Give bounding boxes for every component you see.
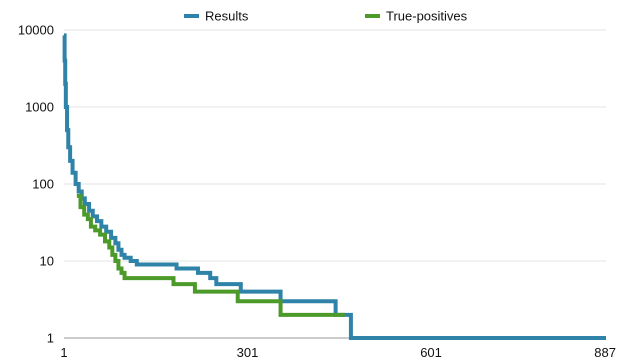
gridlines	[64, 29, 606, 339]
x-tick-label: 1	[60, 345, 67, 359]
series-line-true-positives	[76, 193, 345, 317]
x-tick-label: 887	[594, 345, 616, 359]
x-tick-label: 301	[237, 345, 259, 359]
y-tick-label: 10000	[18, 23, 54, 38]
series-lines	[62, 33, 606, 340]
legend: Results True-positives	[184, 9, 468, 24]
legend-label: Results	[205, 9, 249, 24]
y-tick-label: 1	[47, 331, 54, 346]
x-tick-label: 601	[420, 345, 442, 359]
y-tick-label: 1000	[25, 100, 54, 115]
axis-tick-labels: 1 10 100 1000 10000 1 301 601 887	[18, 23, 616, 359]
series-line-results	[62, 33, 606, 340]
y-tick-label: 100	[32, 177, 54, 192]
y-tick-label: 10	[40, 254, 54, 269]
legend-label: True-positives	[386, 9, 468, 24]
